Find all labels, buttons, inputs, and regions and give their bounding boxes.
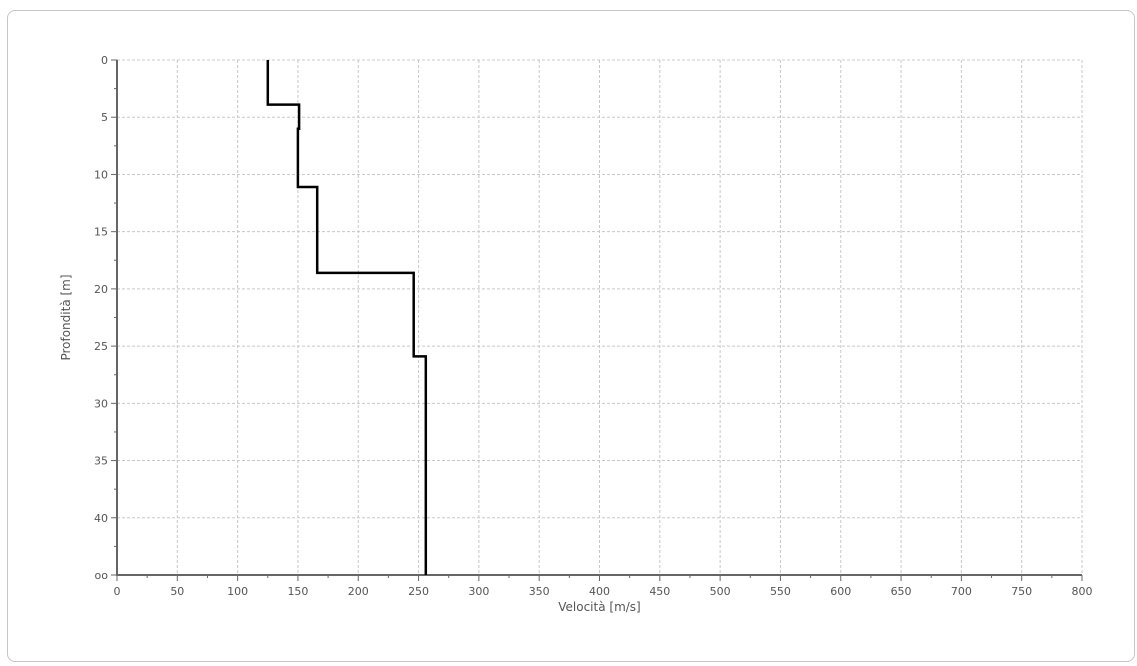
x-tick-label: 650	[891, 585, 912, 598]
x-tick-label: 300	[468, 585, 489, 598]
chart-panel	[7, 10, 1135, 662]
x-tick-label: 200	[348, 585, 369, 598]
x-tick-label: 450	[649, 585, 670, 598]
x-tick-label: 500	[710, 585, 731, 598]
y-tick-label: oo	[95, 569, 109, 582]
grid-lines	[117, 59, 1083, 575]
x-tick-label: 100	[227, 585, 248, 598]
x-tick-label: 50	[170, 585, 184, 598]
y-axis-title: Profondità [m]	[59, 274, 73, 360]
y-tick-label: 10	[94, 168, 108, 181]
y-tick-label: 35	[94, 455, 108, 468]
y-tick-label: 15	[94, 226, 108, 239]
x-tick-label: 150	[287, 585, 308, 598]
y-tick-label: 20	[94, 283, 108, 296]
x-tick-label: 550	[770, 585, 791, 598]
velocity-profile-line	[266, 60, 428, 575]
x-tick-label: 350	[529, 585, 550, 598]
y-tick-label: 30	[94, 397, 108, 410]
y-tick-label: 0	[101, 54, 108, 67]
x-tick-label: 400	[589, 585, 610, 598]
x-tick-label: 800	[1072, 585, 1093, 598]
x-tick-label: 0	[114, 585, 121, 598]
y-axis-ticks: 0 5 10 15 20 25 30 35 40 oo	[94, 54, 117, 582]
series-group	[266, 60, 428, 575]
x-tick-label: 700	[951, 585, 972, 598]
y-tick-label: 40	[94, 512, 108, 525]
x-tick-label: 600	[830, 585, 851, 598]
y-tick-label: 25	[94, 340, 108, 353]
x-tick-label: 750	[1011, 585, 1032, 598]
y-tick-label: 5	[101, 111, 108, 124]
x-tick-label: 250	[408, 585, 429, 598]
x-axis-ticks: 0 50 100 150 200 250 300 350 400 450 500 550 600 650 7…	[114, 575, 1093, 598]
x-axis-title: Velocità [m/s]	[558, 600, 641, 614]
